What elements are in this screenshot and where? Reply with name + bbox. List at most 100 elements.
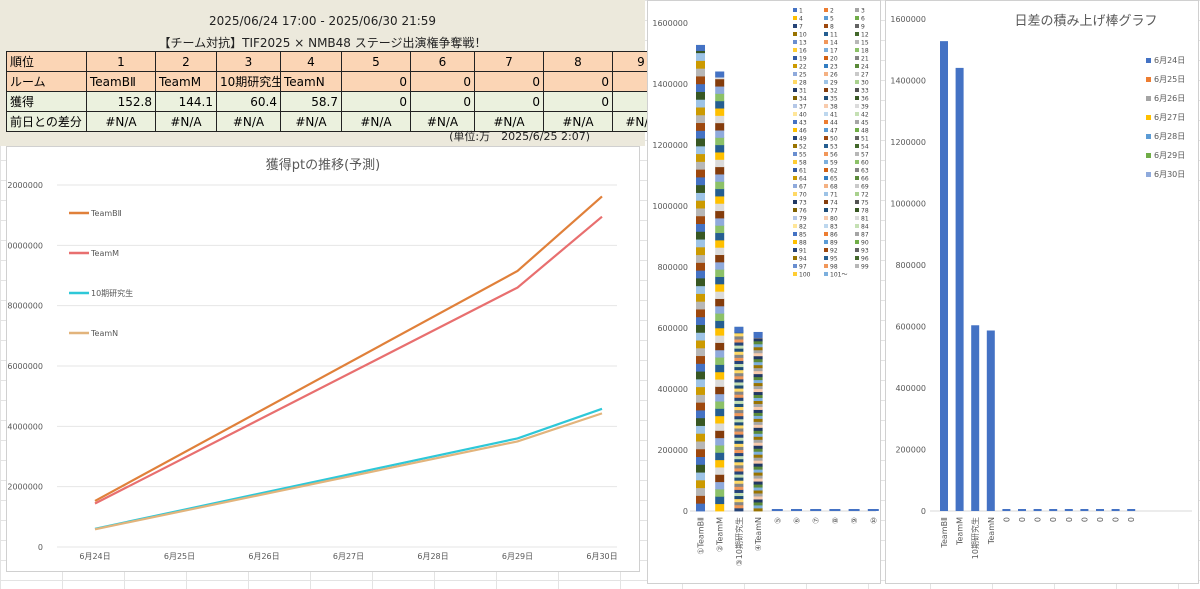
diff-cell[interactable]: #N/A: [543, 111, 613, 132]
x-tick-label: 10期研究生: [970, 517, 980, 559]
legend-swatch: [824, 16, 828, 20]
legend-label: 45: [861, 120, 869, 127]
daily-diff-chart-panel[interactable]: 日差の積み上げ棒グラフ 0 200000 400000 600000 800000 1000…: [885, 0, 1199, 584]
room-cell[interactable]: 0: [341, 71, 411, 92]
rank-cell[interactable]: 8: [543, 51, 613, 72]
points-cell[interactable]: 152.8: [86, 91, 156, 112]
rank-cell[interactable]: 5: [341, 51, 411, 72]
rank-cell[interactable]: 2: [155, 51, 217, 72]
bar-segment: [715, 210, 725, 219]
legend-label: 44: [830, 120, 838, 127]
bar-segment: [753, 445, 763, 449]
line-chart-panel[interactable]: 獲得ptの推移(予測) 0 2000000 4000000 6000000 8000000…: [2, 146, 640, 572]
legend-swatch: [855, 248, 859, 252]
bar-segment: [696, 223, 705, 232]
room-cell[interactable]: 0: [543, 71, 613, 92]
legend-label: 6月25日: [1154, 75, 1185, 84]
legend-label: 84: [861, 224, 869, 231]
bar-segment: [734, 431, 744, 435]
legend-label: 33: [861, 88, 869, 95]
legend-label: 73: [799, 200, 807, 207]
bar-segment: [734, 418, 744, 423]
points-cell[interactable]: 144.1: [155, 91, 217, 112]
rank-cell[interactable]: 1: [86, 51, 156, 72]
legend-swatch: [793, 64, 797, 68]
room-cell[interactable]: 10期研究生: [216, 71, 281, 92]
points-cell[interactable]: 0: [474, 91, 544, 112]
legend-swatch: [793, 144, 797, 148]
bar-segment: [715, 203, 725, 212]
bar-top-segment: [734, 326, 744, 333]
legend-label: 3: [861, 8, 865, 15]
ranking-table: 順位12345678910 ルームTeamBⅡTeamM10期研究生TeamN0…: [6, 51, 735, 132]
legend-swatch: [855, 208, 859, 212]
legend-label: 61: [799, 168, 807, 175]
x-tick-label: ①TeamBⅡ: [697, 517, 706, 555]
points-cell[interactable]: 60.4: [216, 91, 281, 112]
room-cell[interactable]: 0: [410, 71, 475, 92]
points-cell[interactable]: 0: [543, 91, 613, 112]
bar-segment: [753, 370, 763, 375]
diff-cell[interactable]: #N/A: [86, 111, 156, 132]
room-row: ルームTeamBⅡTeamM10期研究生TeamN000000: [6, 71, 735, 92]
x-tick-label: ⑥: [793, 517, 802, 524]
row-label[interactable]: 順位: [6, 51, 87, 72]
legend-swatch: [824, 48, 828, 52]
bar: [1002, 509, 1011, 511]
legend-label: 72: [861, 192, 869, 199]
bar-segment: [753, 343, 763, 348]
room-cell[interactable]: TeamBⅡ: [86, 71, 156, 92]
bar-segment: [734, 471, 744, 475]
x-tick-label: 6月24日: [79, 552, 110, 561]
diff-cell[interactable]: #N/A: [216, 111, 281, 132]
legend-label: 76: [799, 208, 807, 215]
diff-cell[interactable]: #N/A: [155, 111, 217, 132]
rank-cell[interactable]: 4: [280, 51, 342, 72]
rank-cell[interactable]: 3: [216, 51, 281, 72]
bar-segment: [696, 145, 705, 155]
legend-swatch: [793, 272, 797, 276]
points-cell[interactable]: 0: [410, 91, 475, 112]
bar: [1127, 509, 1136, 511]
bar-segment: [715, 144, 725, 153]
rank-cell[interactable]: 7: [474, 51, 544, 72]
bar-segment: [734, 455, 744, 460]
room-cell[interactable]: TeamN: [280, 71, 342, 92]
bar-segment: [696, 114, 705, 124]
row-label[interactable]: 獲得: [6, 91, 87, 112]
legend-swatch: [793, 88, 797, 92]
legend-swatch: [793, 152, 797, 156]
points-cell[interactable]: 58.7: [280, 91, 342, 112]
bar: [1096, 509, 1104, 511]
stacked-bar-chart-panel[interactable]: 0 200000 400000 600000 800000 1000000 1200000 1…: [647, 0, 881, 584]
diff-cell[interactable]: #N/A: [341, 111, 411, 132]
room-cell[interactable]: 0: [474, 71, 544, 92]
rank-cell[interactable]: 6: [410, 51, 475, 72]
y-tick-label: 600000: [895, 323, 926, 332]
bar-segment: [734, 406, 744, 411]
y-tick-label: 400000: [657, 385, 688, 394]
legend-label: 7: [799, 24, 803, 31]
bar-segment: [753, 442, 763, 446]
bar-segment: [696, 340, 705, 349]
diff-cell[interactable]: #N/A: [280, 111, 342, 132]
stacked-bar-chart: 0 200000 400000 600000 800000 1000000 1200000 1…: [652, 8, 879, 566]
y-tick-label: 1600000: [890, 15, 926, 24]
legend-swatch: [824, 192, 828, 196]
diff-cell[interactable]: #N/A: [474, 111, 544, 132]
points-cell[interactable]: 0: [341, 91, 411, 112]
bar-zero: [810, 509, 822, 511]
diff-cell[interactable]: #N/A: [410, 111, 475, 132]
bar-segment: [696, 277, 705, 287]
legend-swatch: [855, 192, 859, 196]
bar-segment: [753, 472, 763, 476]
line-chart: 獲得ptの推移(予測) 0 2000000 4000000 6000000 8000000…: [2, 157, 617, 561]
bar-segment: [753, 397, 763, 401]
row-label[interactable]: 前日との差分: [6, 111, 87, 132]
y-tick-label: 600000: [657, 324, 688, 333]
bar-segment: [734, 403, 744, 408]
legend-swatch: [1146, 58, 1151, 63]
room-cell[interactable]: TeamM: [155, 71, 217, 92]
bar-segment: [696, 301, 705, 310]
row-label[interactable]: ルーム: [6, 71, 87, 92]
